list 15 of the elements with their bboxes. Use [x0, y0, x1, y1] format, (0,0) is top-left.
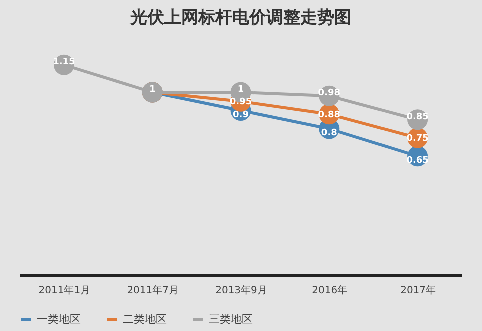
- x-tick-label: 2016年: [312, 284, 348, 296]
- data-label: 1: [238, 85, 244, 95]
- data-label: 0.95: [230, 98, 252, 108]
- data-label: 1: [149, 85, 156, 95]
- x-tick-label: 2013年9月: [216, 284, 268, 296]
- legend-label: 一类地区: [37, 312, 81, 326]
- legend-label: 二类地区: [123, 312, 167, 326]
- x-tick-label: 2011年1月: [38, 284, 91, 296]
- chart-title: 光伏上网标杆电价调整走势图: [130, 8, 352, 28]
- data-label: 0.98: [318, 88, 341, 99]
- x-tick-label: 2017年: [400, 284, 436, 296]
- x-tick-label: 2011年7月: [127, 284, 180, 296]
- legend-label: 三类地区: [209, 312, 253, 326]
- data-label: 0.8: [321, 128, 338, 138]
- data-label: 0.9: [233, 110, 249, 120]
